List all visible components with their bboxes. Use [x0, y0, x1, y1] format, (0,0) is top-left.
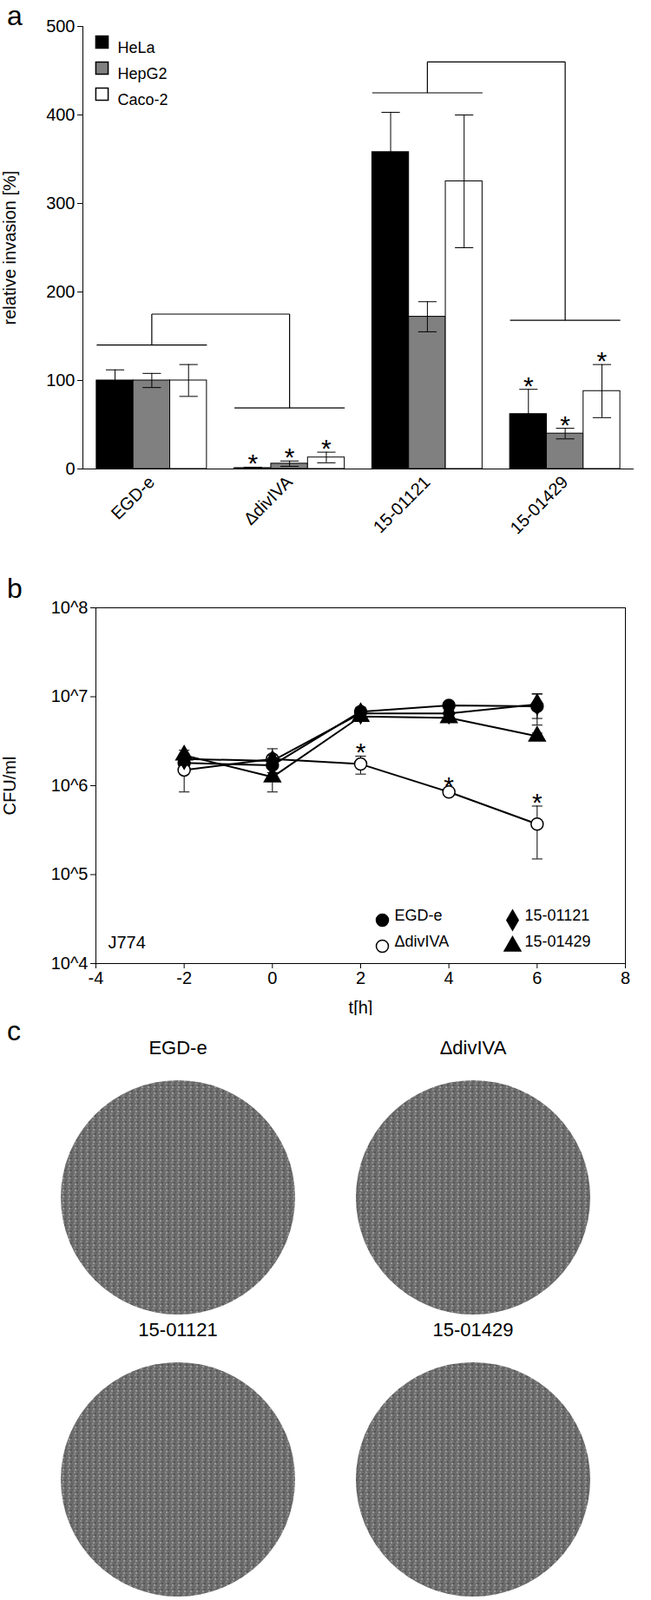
html-text:a: a — [6, 0, 23, 32]
svg-text:J774: J774 — [108, 933, 146, 953]
svg-text:15-01121: 15-01121 — [525, 907, 591, 925]
svg-text:Caco-2: Caco-2 — [118, 91, 169, 109]
svg-text:-4: -4 — [88, 968, 105, 988]
svg-text:15-01121: 15-01121 — [368, 472, 434, 537]
svg-text:*: * — [443, 771, 454, 801]
svg-text:ΔdivIVA: ΔdivIVA — [239, 472, 296, 529]
svg-text:ΔdivIVA: ΔdivIVA — [440, 1037, 507, 1059]
svg-text:HeLa: HeLa — [118, 39, 157, 57]
svg-text:100: 100 — [46, 370, 75, 390]
svg-text:*: * — [355, 737, 367, 767]
svg-text:-2: -2 — [176, 968, 192, 988]
svg-text:0: 0 — [65, 459, 75, 479]
svg-text:500: 500 — [46, 16, 75, 36]
svg-text:0: 0 — [267, 968, 277, 988]
svg-text:10^4: 10^4 — [51, 953, 89, 974]
svg-text:10^7: 10^7 — [51, 686, 89, 706]
svg-text:EGD-e: EGD-e — [106, 472, 158, 524]
svg-text:15-01429: 15-01429 — [525, 933, 592, 951]
svg-text:*: * — [247, 448, 258, 478]
svg-text:CFU/ml: CFU/ml — [0, 756, 20, 816]
html-text:c: c — [6, 1015, 21, 1047]
svg-text:8: 8 — [620, 968, 631, 988]
svg-text:HepG2: HepG2 — [118, 65, 168, 83]
svg-text:ΔdivIVA: ΔdivIVA — [394, 933, 450, 951]
svg-text:*: * — [284, 442, 296, 472]
html-text:b: b — [6, 572, 23, 605]
svg-text:2: 2 — [355, 968, 366, 988]
svg-text:10^5: 10^5 — [51, 864, 89, 884]
svg-text:*: * — [597, 346, 608, 375]
svg-text:300: 300 — [46, 193, 75, 213]
svg-text:15-01429: 15-01429 — [433, 1319, 514, 1342]
svg-text:15-01121: 15-01121 — [138, 1319, 217, 1342]
svg-text:EGD-e: EGD-e — [148, 1037, 207, 1059]
svg-text:*: * — [559, 410, 571, 440]
svg-text:*: * — [321, 434, 332, 463]
svg-text:*: * — [532, 788, 543, 817]
svg-text:10^8: 10^8 — [51, 598, 89, 618]
svg-text:15-01429: 15-01429 — [506, 472, 572, 538]
svg-text:6: 6 — [532, 968, 542, 988]
svg-text:EGD-e: EGD-e — [394, 907, 443, 925]
svg-text:4: 4 — [444, 968, 454, 988]
svg-text:10^6: 10^6 — [51, 775, 89, 796]
svg-text:200: 200 — [46, 282, 75, 302]
svg-text:t[h]: t[h] — [348, 998, 374, 1017]
svg-text:*: * — [523, 371, 534, 401]
svg-text:400: 400 — [46, 105, 75, 125]
svg-text:relative invasion [%]: relative invasion [%] — [0, 170, 20, 326]
